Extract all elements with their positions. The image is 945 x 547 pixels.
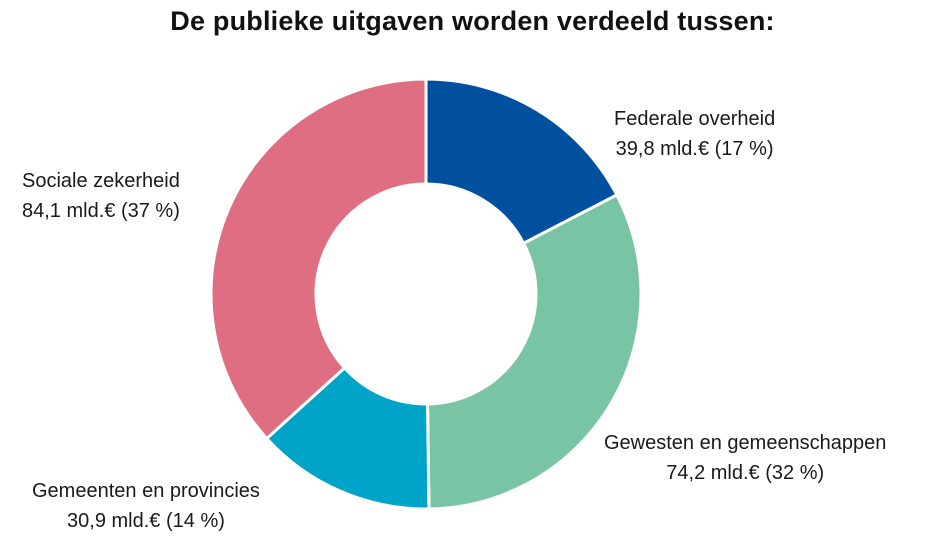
label-gemeenten-value: 30,9 mld.€ (14 %) — [67, 510, 225, 532]
label-sociale-name: Sociale zekerheid — [22, 170, 180, 192]
label-gewesten-en-gemeenschappen: Gewesten en gemeenschappen 74,2 mld.€ (3… — [604, 428, 886, 488]
label-gemeenten-name: Gemeenten en provincies — [32, 480, 260, 502]
label-gewesten-value: 74,2 mld.€ (32 %) — [666, 462, 825, 484]
chart-title: De publieke uitgaven worden verdeeld tus… — [170, 6, 775, 36]
label-federale-overheid-name: Federale overheid — [614, 108, 776, 130]
label-sociale-value: 84,1 mld.€ (37 %) — [22, 200, 180, 222]
label-federale-overheid: Federale overheid 39,8 mld.€ (17 %) — [614, 104, 775, 164]
label-federale-overheid-value: 39,8 mld.€ (17 %) — [615, 138, 774, 160]
label-sociale-zekerheid: Sociale zekerheid 84,1 mld.€ (37 %) — [22, 166, 180, 226]
label-gewesten-name: Gewesten en gemeenschappen — [604, 432, 887, 454]
donut-slice-sociale-zekerheid — [209, 77, 428, 441]
label-gemeenten-en-provincies: Gemeenten en provincies 30,9 mld.€ (14 %… — [32, 476, 260, 536]
donut-slice-gewesten-en-gemeenschappen — [425, 192, 643, 511]
donut-slice-federale-overheid — [424, 77, 619, 246]
